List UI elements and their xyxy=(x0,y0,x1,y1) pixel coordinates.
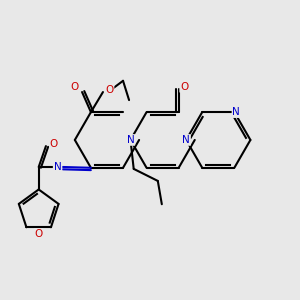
Text: O: O xyxy=(105,85,113,94)
Text: O: O xyxy=(180,82,188,92)
Text: N: N xyxy=(232,107,240,117)
Text: O: O xyxy=(34,229,43,239)
Text: N: N xyxy=(54,162,61,172)
Text: N: N xyxy=(127,135,134,145)
Text: N: N xyxy=(182,135,190,145)
Text: O: O xyxy=(50,139,58,149)
Text: O: O xyxy=(71,82,79,92)
